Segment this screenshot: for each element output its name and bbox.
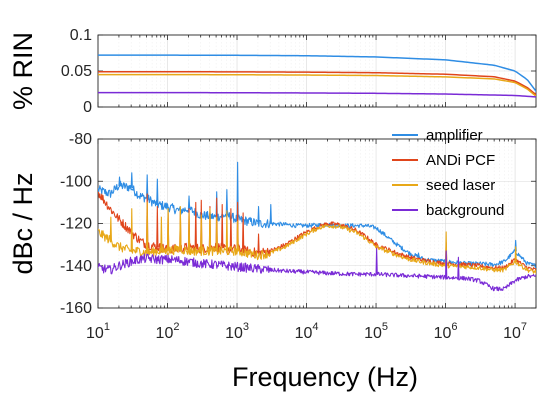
bottom-x-tick-label: 102	[156, 321, 180, 342]
bottom-series-seed-laser	[98, 201, 536, 275]
top-y-axis-label: % RIN	[8, 32, 38, 110]
bottom-x-tick-label: 106	[434, 321, 458, 342]
legend-entry-label: background	[426, 202, 504, 219]
bottom-x-tick-label: 101	[86, 321, 110, 342]
top-series-seed-laser	[98, 73, 536, 97]
top-series-group	[98, 54, 536, 98]
top-series-andi-pcf	[98, 70, 536, 96]
bottom-y-tick-label: -120	[60, 216, 92, 233]
top-series-amplifier	[98, 54, 536, 92]
legend-entry-label: seed laser	[426, 177, 495, 194]
bottom-y-tick-label: -160	[60, 300, 92, 317]
top-panel-rin: 0 0.05 0.1	[61, 27, 537, 116]
top-y-tick-label: 0.05	[61, 63, 92, 80]
legend-entry-label: amplifier	[426, 127, 483, 144]
bottom-series-background	[98, 248, 536, 292]
top-y-tick-label: 0	[83, 99, 92, 116]
bottom-x-tick-label: 107	[503, 321, 527, 342]
bottom-y-tick-label: -80	[69, 131, 92, 148]
legend-entry-label: ANDi PCF	[426, 152, 495, 169]
bottom-series-amplifier	[98, 161, 536, 269]
bottom-y-axis-label: dBc / Hz	[8, 172, 38, 274]
bottom-series-group	[98, 161, 536, 292]
bottom-x-tick-label: 103	[225, 321, 249, 342]
bottom-x-tick-label: 104	[295, 321, 319, 342]
x-axis-label: Frequency (Hz)	[232, 362, 418, 392]
top-y-tick-label: 0.1	[70, 27, 92, 44]
bottom-panel-phase-noise: -160 -140 -120 -100 -80 101 102 103 104 105 106 107	[60, 131, 537, 342]
legend: amplifier ANDi PCF seed laser background	[392, 127, 504, 219]
bottom-y-tick-label: -140	[60, 258, 92, 275]
bottom-y-tick-label: -100	[60, 173, 92, 190]
bottom-x-tick-label: 105	[364, 321, 388, 342]
top-series-background	[98, 91, 536, 98]
